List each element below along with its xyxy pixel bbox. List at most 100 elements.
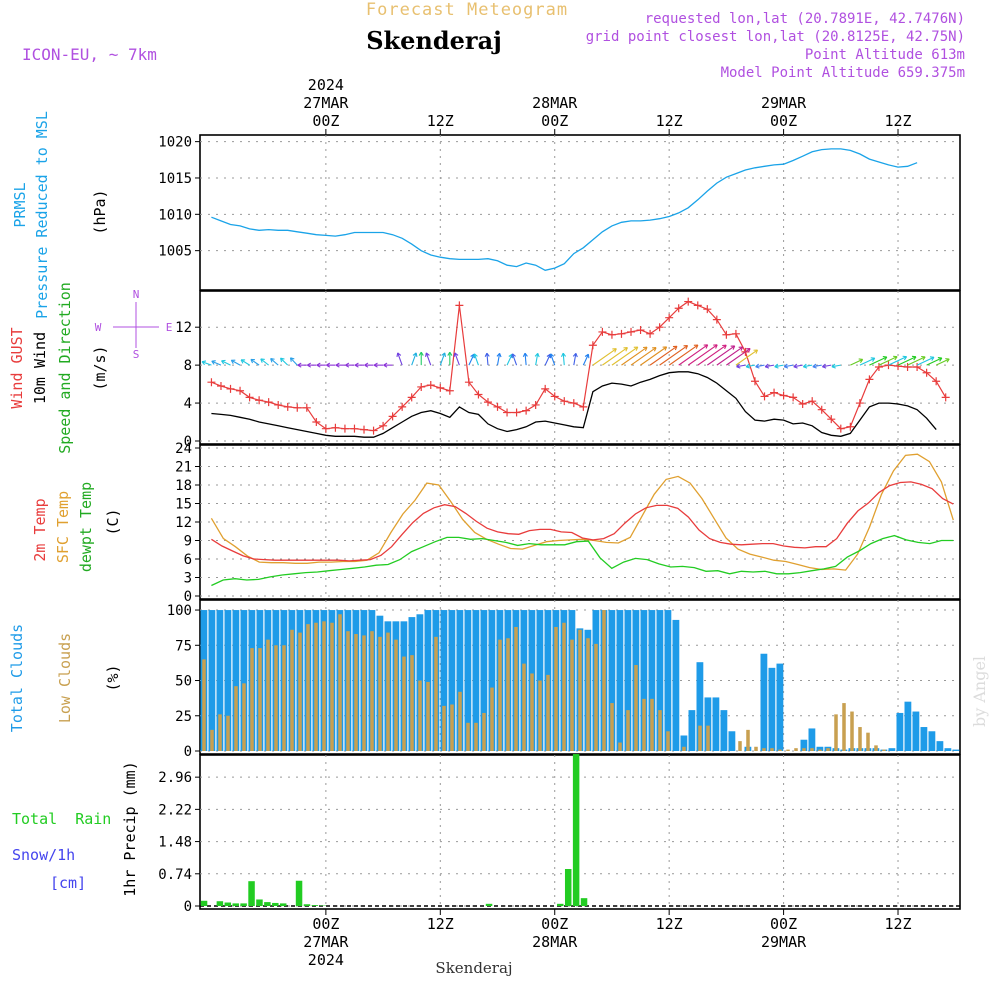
low-cloud-bar bbox=[402, 656, 406, 751]
wind-dir-arrowhead bbox=[736, 363, 741, 369]
wind-dir-arrow bbox=[697, 344, 727, 366]
wind-dir-arrow bbox=[592, 348, 617, 366]
gust-marker bbox=[789, 393, 798, 402]
wind-dir-arrowhead bbox=[473, 353, 478, 358]
time-label: 00Z bbox=[312, 112, 339, 130]
total-cloud-bar bbox=[816, 746, 824, 751]
low-cloud-bar bbox=[490, 687, 494, 751]
wind-dir-arrow bbox=[888, 356, 907, 366]
gust-marker bbox=[245, 393, 254, 402]
tick-label-y: 2.22 bbox=[158, 802, 192, 818]
gust-marker bbox=[369, 426, 378, 435]
gust-marker bbox=[913, 363, 922, 372]
low-cloud-bar bbox=[858, 727, 862, 751]
wind-dir-arrow bbox=[706, 345, 736, 366]
time-label: 27MAR bbox=[303, 933, 349, 951]
gust-marker bbox=[674, 304, 683, 313]
wind-dir-arrow bbox=[659, 345, 688, 366]
time-label: 12Z bbox=[884, 915, 911, 933]
wind-dir-arrowhead bbox=[260, 358, 265, 363]
wind-dir-arrowhead bbox=[396, 352, 402, 357]
total-cloud-bar bbox=[912, 711, 920, 751]
wind-speed-line bbox=[211, 371, 937, 438]
gust-marker bbox=[827, 415, 836, 424]
low-cloud-bar bbox=[394, 639, 398, 751]
wind-dir-arrowhead bbox=[373, 362, 378, 368]
low-cloud-bar bbox=[482, 712, 486, 751]
low-cloud-bar bbox=[794, 748, 798, 751]
gust-marker bbox=[836, 424, 845, 433]
low-cloud-bar bbox=[570, 639, 574, 751]
total-cloud-bar bbox=[232, 610, 240, 751]
wind-dir-arrowhead bbox=[364, 362, 369, 368]
wind-dir-arrowhead bbox=[484, 352, 490, 358]
tick-label-y: 8 bbox=[184, 358, 192, 374]
rain-bar bbox=[485, 903, 493, 906]
time-label: 28MAR bbox=[532, 933, 578, 951]
cloud-labels: Total Clouds Low Clouds (%) bbox=[8, 624, 122, 732]
total-cloud-bar bbox=[608, 610, 616, 751]
wind-dir-arrowhead bbox=[812, 363, 817, 369]
wind-dir-arrow bbox=[678, 344, 708, 366]
low-cloud-bar bbox=[434, 636, 438, 751]
wind-dir-arrowhead bbox=[745, 363, 751, 369]
low-cloud-bar bbox=[650, 698, 654, 751]
wind-dir-arrow bbox=[201, 361, 212, 366]
wind-dir-arrowhead bbox=[418, 351, 424, 356]
low-cloud-bar bbox=[842, 703, 846, 751]
wind-dir-arrowhead bbox=[584, 353, 590, 359]
gust-marker bbox=[474, 390, 483, 399]
low-cloud-bar bbox=[586, 638, 590, 751]
gust-marker bbox=[750, 377, 759, 386]
low-cloud-bar bbox=[522, 663, 526, 751]
wind-labels: Wind GUST 10m Wind Speed and Direction (… bbox=[8, 282, 172, 454]
low-cloud-bar bbox=[562, 622, 566, 751]
wind-dir-arrow bbox=[640, 346, 667, 366]
wind-dir-arrow bbox=[260, 358, 269, 366]
low-cloud-bar bbox=[754, 746, 758, 751]
low-cloud-bar bbox=[234, 686, 238, 751]
wind-dir-arrow bbox=[496, 353, 501, 366]
low-cloud-bar bbox=[498, 639, 502, 751]
total-cloud-bar bbox=[440, 610, 448, 751]
low-cloud-bar bbox=[266, 639, 270, 751]
wind-dir-arrow bbox=[573, 353, 577, 366]
wind-dir-arrow bbox=[290, 357, 298, 366]
gust-marker bbox=[865, 375, 874, 384]
wind-unit: (m/s) bbox=[91, 345, 109, 390]
low-cloud-bar bbox=[578, 629, 582, 751]
precip-ylabel: 1hr Precip (mm) bbox=[121, 761, 139, 896]
low-cloud-bar bbox=[818, 749, 822, 751]
wind-dir-arrow bbox=[221, 360, 231, 366]
wind-dir-arrow bbox=[506, 354, 513, 366]
wind-dir-arrow bbox=[774, 364, 784, 368]
wind-dir-arrowhead bbox=[882, 356, 888, 361]
wind-dir-arrowhead bbox=[453, 352, 459, 357]
time-label: 2024 bbox=[308, 76, 344, 94]
time-label: 2024 bbox=[308, 951, 344, 969]
total-cloud-bar bbox=[464, 610, 472, 751]
total-cloud-bar bbox=[720, 710, 728, 751]
wind-dir-arrowhead bbox=[441, 352, 447, 357]
time-label: 00Z bbox=[312, 915, 339, 933]
gust-marker bbox=[302, 403, 311, 412]
low-cloud-bar bbox=[250, 648, 254, 751]
low-cloud-bar bbox=[514, 626, 518, 751]
gust-marker bbox=[350, 424, 359, 433]
gust-marker bbox=[569, 399, 578, 408]
low-cloud-bar bbox=[770, 748, 774, 751]
low-cloud-bar bbox=[466, 722, 470, 751]
total-cloud-bar bbox=[776, 663, 784, 751]
tick-label-y: 12 bbox=[175, 320, 192, 336]
low-clouds-label: Low Clouds bbox=[56, 633, 74, 723]
rain-bar bbox=[272, 902, 279, 906]
wind-dir-arrow bbox=[765, 364, 775, 368]
wind-dir-arrowhead bbox=[945, 358, 950, 363]
total-cloud-bar bbox=[728, 731, 736, 751]
low-cloud-bar bbox=[442, 705, 446, 751]
low-cloud-bar bbox=[698, 725, 702, 751]
low-cloud-bar bbox=[274, 645, 278, 751]
time-label: 12Z bbox=[656, 112, 683, 130]
tick-label-y: 1005 bbox=[158, 244, 192, 260]
rain-bar bbox=[564, 869, 572, 906]
